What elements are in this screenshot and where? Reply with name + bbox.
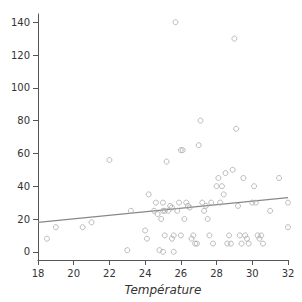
svg-text:24: 24 xyxy=(139,268,152,279)
svg-text:30: 30 xyxy=(246,268,259,279)
svg-text:140: 140 xyxy=(11,17,30,28)
svg-text:120: 120 xyxy=(11,50,30,61)
svg-text:80: 80 xyxy=(17,115,30,126)
svg-text:Température: Température xyxy=(125,283,202,297)
svg-text:20: 20 xyxy=(17,214,30,225)
svg-text:18: 18 xyxy=(32,268,45,279)
svg-text:60: 60 xyxy=(17,148,30,159)
svg-text:20: 20 xyxy=(67,268,80,279)
svg-text:32: 32 xyxy=(282,268,295,279)
svg-text:28: 28 xyxy=(210,268,223,279)
svg-text:26: 26 xyxy=(174,268,187,279)
svg-text:22: 22 xyxy=(103,268,116,279)
svg-text:40: 40 xyxy=(17,181,30,192)
svg-text:0: 0 xyxy=(24,246,30,257)
svg-text:100: 100 xyxy=(11,82,30,93)
